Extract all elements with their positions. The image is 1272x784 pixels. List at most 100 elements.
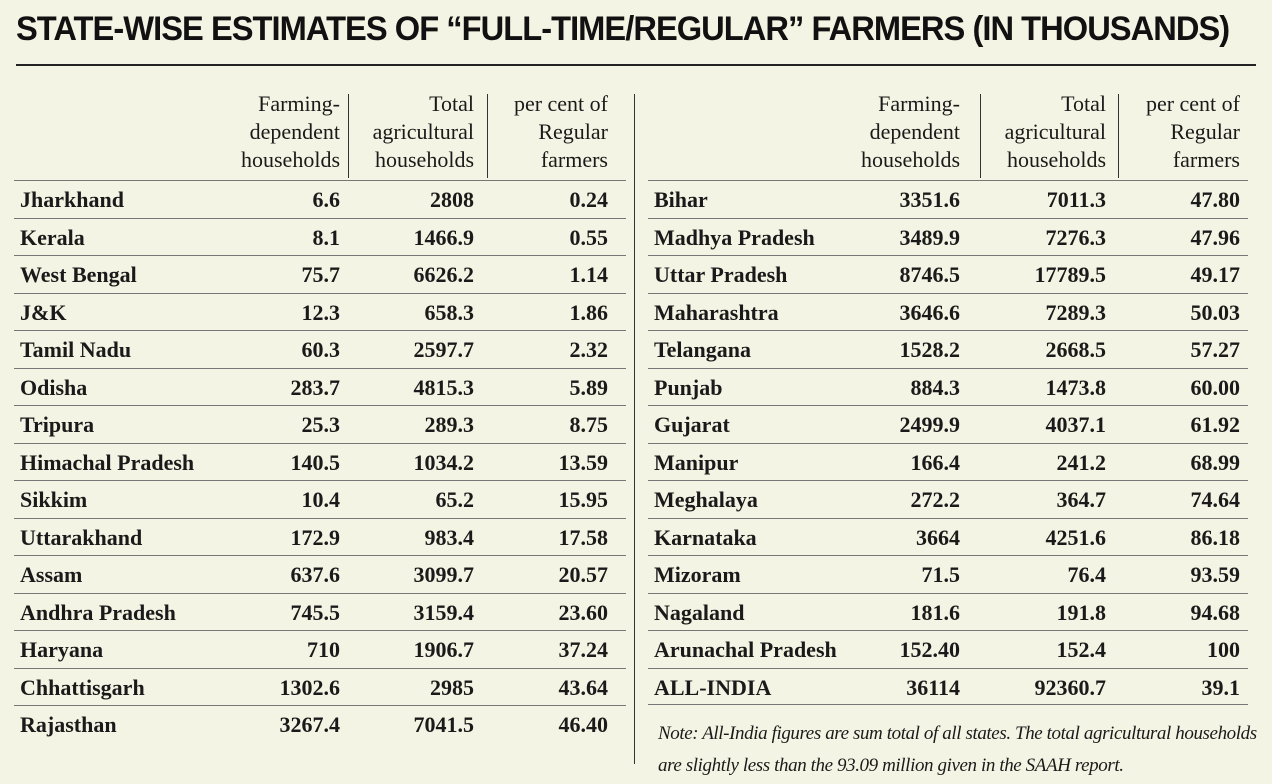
- table-row: Punjab 884.3 1473.8 60.00: [648, 367, 1248, 406]
- farming-dependent-value: 25.3: [301, 412, 341, 437]
- farming-dependent-value: 166.4: [910, 449, 961, 475]
- percent-regular-value: 2.32: [569, 337, 609, 362]
- percent-regular-value: 60.00: [1190, 374, 1241, 400]
- state-name: Gujarat: [654, 412, 730, 437]
- farming-dependent-value: 1302.6: [279, 674, 341, 700]
- right-table-header: Farming- dependent households Total agri…: [648, 90, 1248, 180]
- farming-dependent-value: 3489.9: [899, 224, 961, 250]
- table-row: Gujarat 2499.9 4037.1 61.92: [648, 405, 1248, 443]
- percent-regular-value: 61.92: [1190, 412, 1241, 437]
- total-agricultural-value: 1473.8: [1045, 374, 1107, 400]
- percent-regular-value: 43.64: [558, 674, 609, 700]
- percent-regular-value: 100: [1207, 637, 1240, 662]
- right-table-body: Bihar 3351.6 7011.3 47.80 Madhya Pradesh 3489…: [648, 180, 1248, 705]
- total-agricultural-value: 241.2: [1056, 449, 1107, 475]
- farming-dependent-value: 75.7: [301, 262, 341, 287]
- state-name: Maharashtra: [654, 299, 779, 325]
- table-row: Maharashtra 3646.6 7289.3 50.03: [648, 292, 1248, 331]
- percent-regular-value: 39.1: [1201, 674, 1241, 700]
- farming-dependent-value: 36114: [906, 674, 960, 700]
- table-row: Uttar Pradesh 8746.5 17789.5 49.17: [648, 255, 1248, 293]
- percent-regular-value: 0.55: [569, 224, 609, 250]
- farming-dependent-value: 60.3: [301, 337, 341, 362]
- state-name: Mizoram: [654, 562, 741, 587]
- table-row: Rajasthan 3267.4 7041.5 46.40: [14, 705, 626, 743]
- farming-dependent-value: 3664: [916, 524, 960, 550]
- table-row: Tripura 25.3 289.3 8.75: [14, 405, 626, 443]
- state-name: Karnataka: [654, 524, 757, 550]
- percent-regular-value: 17.58: [558, 524, 609, 550]
- total-agricultural-value: 2985: [430, 674, 474, 700]
- farming-dependent-value: 283.7: [290, 374, 341, 400]
- farming-dependent-value: 8.1: [312, 224, 341, 250]
- total-agricultural-value: 191.8: [1056, 599, 1107, 625]
- farming-dependent-value: 181.6: [910, 599, 961, 625]
- farming-dependent-value: 710: [307, 637, 340, 662]
- state-name: Sikkim: [20, 487, 88, 512]
- total-agricultural-value: 7289.3: [1045, 299, 1107, 325]
- total-agricultural-value: 152.4: [1056, 637, 1107, 662]
- farming-dependent-value: 172.9: [290, 524, 341, 550]
- header-separator: [487, 94, 488, 178]
- farming-dependent-value: 272.2: [910, 487, 961, 512]
- state-name: Rajasthan: [20, 712, 117, 737]
- total-agricultural-value: 4037.1: [1045, 412, 1107, 437]
- total-agricultural-value: 7011.3: [1046, 187, 1106, 212]
- left-table-body: Jharkhand 6.6 2808 0.24 Kerala 8.1 1466.9 0.55 W…: [14, 180, 626, 743]
- header-total-agricultural: Total agricultural households: [372, 91, 474, 172]
- table-row: Meghalaya 272.2 364.7 74.64: [648, 480, 1248, 518]
- state-name: Chhattisgarh: [20, 674, 145, 700]
- table-row: Arunachal Pradesh 152.40 152.4 100: [648, 630, 1248, 668]
- farming-dependent-value: 10.4: [301, 487, 341, 512]
- total-agricultural-value: 658.3: [424, 299, 475, 325]
- percent-regular-value: 74.64: [1190, 487, 1241, 512]
- farming-dependent-value: 3646.6: [899, 299, 961, 325]
- header-farming-dependent: Farming- dependent households: [241, 91, 340, 172]
- state-name: Haryana: [20, 637, 104, 662]
- table-row: Nagaland 181.6 191.8 94.68: [648, 592, 1248, 631]
- total-agricultural-value: 3099.7: [413, 562, 475, 587]
- percent-regular-value: 1.14: [569, 262, 609, 287]
- table-row: Jharkhand 6.6 2808 0.24: [14, 180, 626, 218]
- table-row: Mizoram 71.5 76.4 93.59: [648, 555, 1248, 593]
- state-name: Punjab: [654, 374, 723, 400]
- percent-regular-value: 93.59: [1190, 562, 1241, 587]
- state-name: Kerala: [20, 224, 85, 250]
- title-rule: [16, 64, 1256, 66]
- total-agricultural-value: 289.3: [424, 412, 475, 437]
- total-agricultural-value: 2597.7: [413, 337, 475, 362]
- percent-regular-value: 47.80: [1190, 187, 1241, 212]
- table-row: Manipur 166.4 241.2 68.99: [648, 442, 1248, 481]
- state-name: Tamil Nadu: [20, 337, 132, 362]
- percent-regular-value: 57.27: [1190, 337, 1241, 362]
- total-agricultural-value: 17789.5: [1034, 262, 1107, 287]
- state-name: Himachal Pradesh: [20, 449, 195, 475]
- table-divider: [634, 94, 635, 764]
- total-agricultural-value: 65.2: [435, 487, 475, 512]
- state-name: Uttarakhand: [20, 524, 143, 550]
- farming-dependent-value: 3351.6: [899, 187, 961, 212]
- total-agricultural-value: 6626.2: [413, 262, 475, 287]
- state-name: Nagaland: [654, 599, 745, 625]
- total-agricultural-value: 1466.9: [413, 224, 475, 250]
- farming-dependent-value: 745.5: [290, 599, 341, 625]
- farming-dependent-value: 3267.4: [279, 712, 341, 737]
- percent-regular-value: 23.60: [558, 599, 609, 625]
- total-agricultural-value: 7041.5: [413, 712, 475, 737]
- total-agricultural-value: 76.4: [1067, 562, 1107, 587]
- farming-dependent-value: 637.6: [290, 562, 341, 587]
- percent-regular-value: 49.17: [1190, 262, 1241, 287]
- percent-regular-value: 15.95: [558, 487, 609, 512]
- percent-regular-value: 37.24: [558, 637, 609, 662]
- percent-regular-value: 94.68: [1190, 599, 1241, 625]
- percent-regular-value: 1.86: [569, 299, 609, 325]
- percent-regular-value: 20.57: [558, 562, 609, 587]
- table-row: Tamil Nadu 60.3 2597.7 2.32: [14, 330, 626, 368]
- table-row: West Bengal 75.7 6626.2 1.14: [14, 255, 626, 293]
- table-row: Madhya Pradesh 3489.9 7276.3 47.96: [648, 217, 1248, 256]
- total-agricultural-value: 92360.7: [1034, 674, 1107, 700]
- header-total-agricultural: Total agricultural households: [1004, 91, 1106, 172]
- state-name: Andhra Pradesh: [20, 599, 176, 625]
- left-table: Farming- dependent households Total agri…: [14, 90, 626, 743]
- table-row: ALL-INDIA 36114 92360.7 39.1: [648, 667, 1248, 705]
